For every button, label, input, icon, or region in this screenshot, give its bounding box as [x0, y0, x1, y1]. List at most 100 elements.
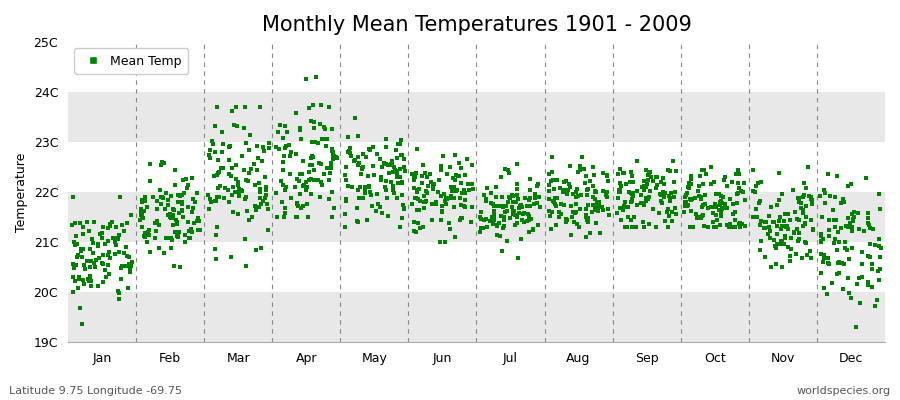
Point [822, 217, 836, 223]
Point [320, 165, 334, 171]
Point [154, 162, 168, 168]
Point [107, 237, 122, 244]
Point [221, 157, 236, 163]
Point [519, 218, 534, 224]
Point [861, 282, 876, 289]
Point [407, 184, 421, 191]
Point [208, 246, 222, 252]
Point [658, 190, 672, 196]
Point [569, 189, 583, 196]
Point [836, 196, 850, 202]
Point [841, 182, 855, 189]
Point [790, 195, 805, 201]
Point [547, 199, 562, 206]
Point [560, 217, 574, 224]
Point [838, 238, 852, 245]
Point [497, 223, 511, 230]
Point [97, 266, 112, 273]
Bar [68, 92, 885, 142]
Point [691, 183, 706, 190]
Point [644, 188, 658, 194]
Point [181, 219, 195, 226]
Point [649, 174, 663, 180]
Point [723, 196, 737, 202]
Point [695, 167, 709, 174]
Point [123, 211, 138, 218]
Point [484, 200, 499, 206]
Point [385, 169, 400, 175]
Point [409, 195, 423, 202]
Point [573, 166, 588, 173]
Point [714, 207, 728, 214]
Point [484, 189, 499, 196]
Point [284, 148, 298, 155]
Point [303, 155, 318, 162]
Point [678, 203, 692, 210]
Point [589, 189, 603, 195]
Point [507, 208, 521, 214]
Point [798, 238, 813, 245]
Point [601, 206, 616, 212]
Point [706, 219, 720, 225]
Point [683, 173, 698, 179]
Point [733, 224, 747, 230]
Point [351, 154, 365, 160]
Point [153, 186, 167, 193]
Point [843, 180, 858, 187]
Point [729, 171, 743, 177]
Point [209, 198, 223, 204]
Point [712, 190, 726, 197]
Point [798, 214, 813, 221]
Point [211, 170, 225, 177]
Point [312, 194, 327, 200]
Point [352, 195, 366, 202]
Point [287, 184, 302, 191]
Point [107, 238, 122, 245]
Point [542, 196, 556, 202]
Point [243, 132, 257, 138]
Point [238, 236, 253, 243]
Point [184, 226, 198, 232]
Point [318, 126, 332, 132]
Point [351, 219, 365, 226]
Point [479, 196, 493, 202]
Point [326, 156, 340, 162]
Point [231, 182, 246, 188]
Point [232, 192, 247, 199]
Point [586, 202, 600, 208]
Point [168, 217, 183, 224]
Point [161, 197, 176, 203]
Point [832, 258, 846, 265]
Point [545, 209, 560, 215]
Point [381, 213, 395, 220]
Point [324, 160, 338, 166]
Point [259, 187, 274, 193]
Point [241, 178, 256, 184]
Point [251, 155, 266, 162]
Point [772, 170, 787, 176]
Point [365, 162, 380, 169]
Point [696, 212, 710, 218]
Point [720, 183, 734, 189]
Point [521, 229, 535, 236]
Point [662, 198, 677, 204]
Point [497, 216, 511, 222]
Point [715, 200, 729, 206]
Point [758, 218, 772, 225]
Point [752, 200, 766, 206]
Point [496, 202, 510, 209]
Point [757, 224, 771, 231]
Point [140, 204, 154, 210]
Point [419, 174, 434, 180]
Point [434, 162, 448, 169]
Point [778, 235, 792, 242]
Point [491, 220, 506, 226]
Point [304, 191, 319, 197]
Point [173, 264, 187, 270]
Point [397, 164, 411, 170]
Point [252, 204, 266, 210]
Point [861, 222, 876, 228]
Point [434, 166, 448, 173]
Point [854, 274, 868, 280]
Point [425, 200, 439, 207]
